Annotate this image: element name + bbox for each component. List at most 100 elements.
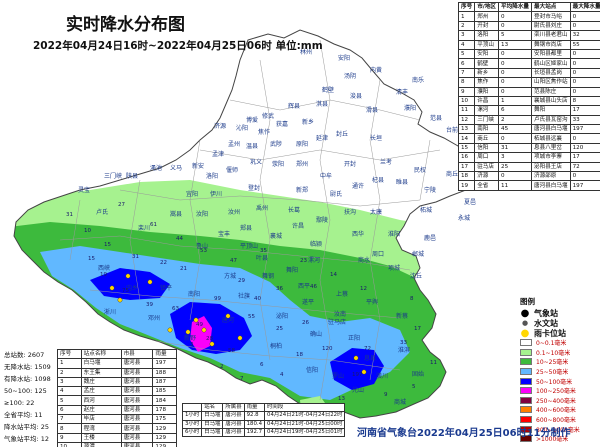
rainfall-value: 44	[176, 236, 183, 242]
city-table-cell: 0	[569, 58, 600, 69]
city-table-row: 12 三门峡 2 卢氏县瓦窑沟 33	[457, 114, 600, 126]
city-table-cell: 0	[569, 86, 600, 97]
rainfall-value: 11	[430, 360, 437, 366]
place-label: 民权	[414, 166, 426, 174]
legend-class: 600~800毫米	[520, 415, 596, 425]
place-label: 西华	[352, 230, 364, 238]
rank-table-cell: 129	[152, 432, 177, 443]
city-table-cell: 2	[457, 20, 476, 32]
place-label: 嵩县	[170, 210, 182, 218]
rank-table-row: 4 孟庄 唐河县 185	[57, 386, 177, 397]
rainfall-value: 28	[206, 336, 213, 342]
city-table-cell: 18	[457, 171, 476, 182]
city-table-cell: 9	[457, 86, 476, 97]
place-label: 通许	[352, 182, 364, 190]
city-table-cell: 鹤壁	[474, 58, 500, 69]
max-table-cell: 3小时	[181, 419, 203, 429]
rank-table-row: 1 白马堰 唐河县 197	[57, 358, 177, 369]
legend-class: 50~100毫米	[520, 376, 596, 386]
rainfall-value: 55	[248, 314, 255, 320]
rank-table-row: 10源潭唐河县129	[57, 441, 177, 447]
small-dot-icon: ●	[521, 319, 529, 327]
rank-table-cell: 7	[57, 414, 82, 425]
stat-total-stations: 总站数: 2607	[4, 351, 45, 359]
rainfall-value: 33	[400, 340, 407, 346]
city-table-cell: 0	[498, 58, 533, 69]
legend-swatch	[520, 416, 532, 424]
city-table-cell: 0	[498, 48, 533, 60]
place-label: 郸城	[412, 250, 424, 258]
place-label: 封丘	[336, 130, 348, 138]
city-table-cell: 5	[457, 48, 476, 60]
rank-table-row: 6 赵庄 唐河县 178	[57, 404, 177, 416]
place-label: 西平	[298, 283, 310, 290]
legend-swatch	[520, 339, 532, 347]
rank-table-cell: 唐河县	[120, 367, 154, 378]
place-label: 内乡	[126, 284, 138, 292]
rainfall-value: 12	[360, 286, 367, 292]
place-label: 邓州	[148, 314, 160, 322]
place-label: 新蔡	[396, 312, 408, 320]
city-table-header-cell: 市/地区	[474, 1, 500, 13]
credit-line: 河南省气象台2022年04月25日06时11分制作	[357, 428, 571, 439]
city-table-cell: 0	[498, 171, 533, 182]
city-table-cell: 17	[457, 161, 476, 173]
city-table-cell: 33	[569, 114, 600, 126]
rainfall-value: 13	[338, 396, 345, 402]
legend-classes: 0~0.1毫米 0.1~10毫米 10~25毫米 25~50毫米 50~100毫米 100…	[520, 338, 596, 444]
rank-table-row: 5 西河 唐河县 184	[57, 395, 177, 406]
city-table-cell: 197	[569, 180, 600, 191]
legend-class-label: 0.1~10毫米	[536, 349, 571, 357]
rank-table-cell: 188	[152, 367, 177, 378]
city-table-cell: 泌阳县王店	[531, 161, 571, 173]
city-table-cell: 19	[457, 180, 476, 191]
station-dot	[201, 327, 207, 333]
legend-class: 25~50毫米	[520, 367, 596, 377]
place-label: 淮滨	[398, 346, 410, 354]
city-table-cell: 72	[569, 161, 600, 173]
place-label: 鲁山	[196, 242, 208, 250]
city-table-cell: 16	[457, 152, 476, 163]
place-label: 新郑	[296, 186, 308, 194]
place-label: 淇县	[316, 100, 328, 108]
city-table-cell: 197	[569, 124, 600, 135]
city-table-cell: 25	[498, 161, 533, 173]
place-label: 伊川	[210, 190, 222, 198]
city-table-row: 17 驻马店 25 泌阳县王店 72	[457, 161, 600, 173]
max-intensity-table: 站名 所属县 雨量 时间段 1小时 白马堰 唐河县 92.8 04月24日21时-04月24日2…	[181, 402, 346, 438]
rainfall-value: 39	[146, 302, 153, 308]
city-table-cell: 全省	[474, 180, 500, 191]
rainfall-value: 120	[322, 346, 333, 352]
rainfall-value: 5	[412, 384, 416, 390]
rank-table-cell: 4	[57, 386, 82, 397]
place-label: 灵宝	[78, 186, 90, 194]
rank-table-row: 3 魏庄 唐河县 187	[57, 376, 177, 388]
place-label: 西峡	[98, 264, 110, 272]
city-table-cell: 5	[498, 30, 533, 41]
city-table-cell: 舞钢市尚店	[531, 39, 571, 50]
city-table-cell: 6	[498, 105, 533, 116]
rank-table-cell: 9	[57, 432, 82, 443]
max-table-cell: 180.4	[243, 419, 266, 429]
place-label: 漯河	[308, 256, 320, 264]
station-dot	[237, 335, 243, 341]
city-table-cell: 4	[457, 39, 476, 50]
city-table-cell: 31	[498, 142, 533, 154]
legend-class-label: 600~800毫米	[536, 417, 576, 425]
place-label: 卢氏	[96, 208, 108, 216]
place-label: 淮阳	[388, 230, 400, 238]
legend-swatch	[520, 368, 532, 376]
rainfall-value: 15	[104, 242, 111, 248]
city-table-cell: 信阳	[474, 142, 500, 154]
rainfall-value: 18	[296, 352, 303, 358]
rank-table-cell: 赵庄	[80, 404, 122, 416]
city-table-row: 14 商丘 0 柘城县远襄 0	[457, 133, 600, 144]
city-table-cell: 3	[457, 30, 476, 41]
place-label: 确山	[310, 330, 322, 338]
place-label: 上蔡	[336, 290, 348, 298]
place-label: 安阳	[338, 54, 350, 62]
place-label: 周口	[372, 251, 384, 258]
place-label: 方城	[224, 272, 236, 280]
legend-swatch	[520, 377, 532, 385]
station-dot	[193, 317, 199, 323]
